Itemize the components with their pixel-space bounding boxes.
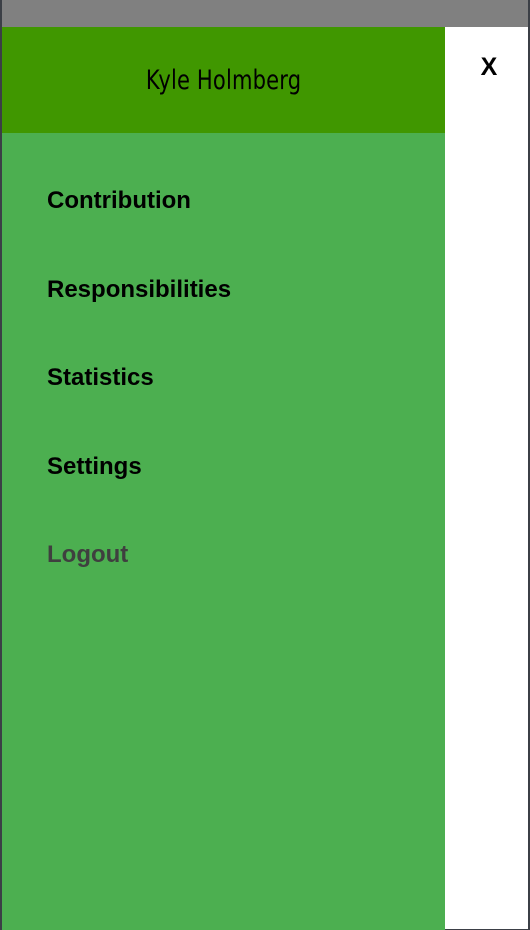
menu-item-contribution[interactable]: Contribution <box>47 187 191 214</box>
menu-item-logout[interactable]: Logout <box>47 541 129 568</box>
close-drawer-button[interactable]: X <box>480 53 498 81</box>
status-bar <box>2 0 528 27</box>
user-name: Kyle Holmberg <box>145 64 302 96</box>
menu-item-statistics[interactable]: Statistics <box>47 364 154 391</box>
menu-item-settings[interactable]: Settings <box>47 452 142 480</box>
drawer-menu: Contribution Responsibilities Statistics… <box>47 187 231 630</box>
menu-item-responsibilities[interactable]: Responsibilities <box>47 275 232 303</box>
navigation-drawer: Kyle Holmberg Contribution Responsibilit… <box>2 27 445 930</box>
drawer-header: Kyle Holmberg <box>2 27 445 133</box>
